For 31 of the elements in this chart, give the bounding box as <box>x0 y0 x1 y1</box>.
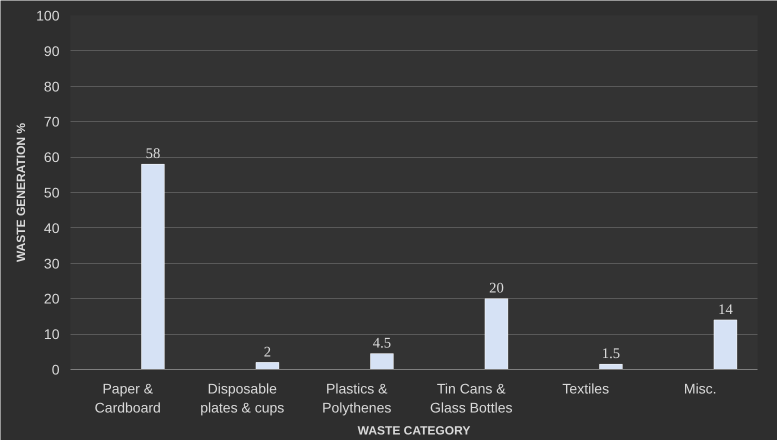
data-label: 1.5 <box>602 346 620 362</box>
x-axis-title: WASTE CATEGORY <box>358 424 470 438</box>
y-axis-title: WASTE GENERATION % <box>14 122 28 262</box>
y-tick-label: 80 <box>44 78 60 94</box>
x-tick-label: Tin Cans & Glass Bottles <box>430 380 512 416</box>
bar <box>370 353 394 370</box>
data-label: 20 <box>489 280 504 297</box>
bar <box>599 364 623 370</box>
bar <box>484 298 508 370</box>
x-tick-label: Misc. <box>684 380 717 396</box>
x-tick-label: Disposable plates & cups <box>200 380 284 416</box>
x-tick-label: Textiles <box>562 380 610 396</box>
bar <box>141 164 165 370</box>
y-tick-label: 10 <box>44 326 60 342</box>
y-tick-label: 50 <box>44 184 60 200</box>
y-tick-label: 20 <box>44 290 60 307</box>
data-label: 4.5 <box>372 336 392 352</box>
bar <box>256 362 280 370</box>
y-tick-label: 60 <box>44 149 60 166</box>
data-label: 14 <box>718 302 734 318</box>
x-tick-label: Plastics & Polythenes <box>322 380 392 416</box>
y-tick-label: 0 <box>52 362 60 378</box>
data-label: 2 <box>264 344 272 360</box>
y-tick-label: 40 <box>44 220 60 236</box>
data-label: 58 <box>146 146 160 162</box>
y-tick-label: 100 <box>36 8 60 24</box>
y-tick-label: 70 <box>44 114 60 130</box>
y-tick-label: 30 <box>44 255 60 272</box>
x-tick-label: Paper & Cardboard <box>94 380 161 416</box>
bar <box>714 320 738 370</box>
y-tick-label: 90 <box>44 42 60 59</box>
